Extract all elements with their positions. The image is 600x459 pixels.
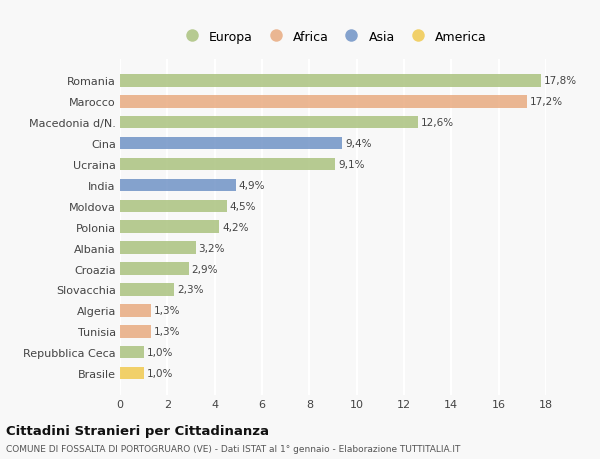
- Text: 17,8%: 17,8%: [544, 76, 577, 86]
- Bar: [120, 96, 527, 108]
- Bar: [120, 158, 335, 171]
- Bar: [120, 117, 418, 129]
- Text: COMUNE DI FOSSALTA DI PORTOGRUARO (VE) - Dati ISTAT al 1° gennaio - Elaborazione: COMUNE DI FOSSALTA DI PORTOGRUARO (VE) -…: [6, 444, 460, 453]
- Bar: [120, 179, 236, 192]
- Text: 17,2%: 17,2%: [530, 97, 563, 107]
- Bar: [120, 325, 151, 338]
- Bar: [120, 75, 541, 87]
- Text: 1,3%: 1,3%: [154, 326, 180, 336]
- Text: 1,0%: 1,0%: [146, 368, 173, 378]
- Text: 9,1%: 9,1%: [338, 160, 365, 170]
- Bar: [120, 284, 175, 296]
- Text: 9,4%: 9,4%: [346, 139, 372, 149]
- Text: 4,5%: 4,5%: [229, 202, 256, 211]
- Bar: [120, 242, 196, 254]
- Bar: [120, 346, 143, 358]
- Text: 2,3%: 2,3%: [177, 285, 204, 295]
- Bar: [120, 304, 151, 317]
- Bar: [120, 221, 220, 234]
- Text: 1,0%: 1,0%: [146, 347, 173, 358]
- Text: Cittadini Stranieri per Cittadinanza: Cittadini Stranieri per Cittadinanza: [6, 424, 269, 437]
- Bar: [120, 138, 343, 150]
- Text: 2,9%: 2,9%: [191, 264, 218, 274]
- Legend: Europa, Africa, Asia, America: Europa, Africa, Asia, America: [174, 26, 492, 49]
- Text: 4,2%: 4,2%: [222, 222, 249, 232]
- Text: 3,2%: 3,2%: [199, 243, 225, 253]
- Text: 12,6%: 12,6%: [421, 118, 454, 128]
- Bar: [120, 200, 227, 213]
- Text: 4,9%: 4,9%: [239, 180, 265, 190]
- Bar: [120, 367, 143, 380]
- Text: 1,3%: 1,3%: [154, 306, 180, 316]
- Bar: [120, 263, 188, 275]
